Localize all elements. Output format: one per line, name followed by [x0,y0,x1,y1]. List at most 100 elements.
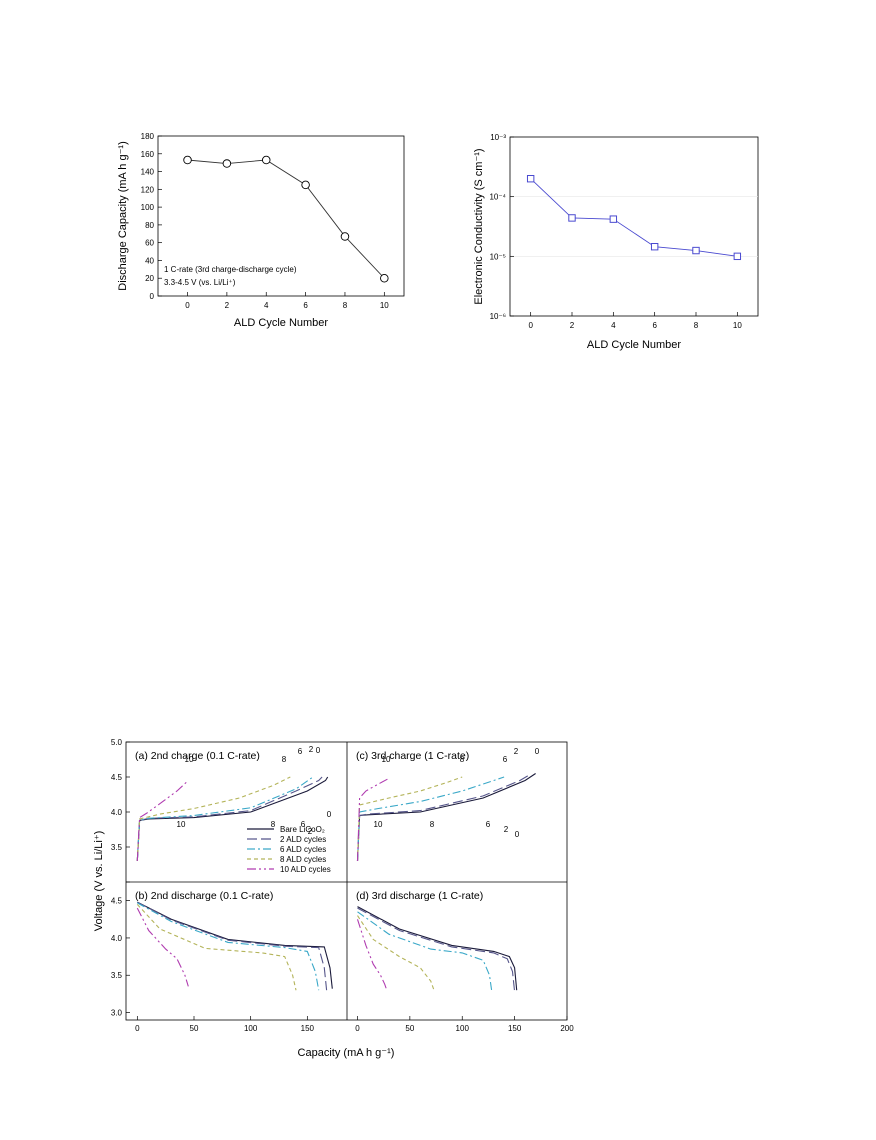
y-tick-label: 4.5 [111,773,123,782]
voltage-curve-2-cycles [137,901,328,991]
conductivity-data-point [733,252,742,261]
curve-label: 6 [298,747,303,756]
voltage-curve-8-cycles [136,904,297,991]
curve-label: 6 [301,820,306,829]
x-tick-label: 10 [733,321,742,330]
x-tick-label: 50 [190,1024,199,1033]
y-tick-label: 10⁻⁶ [490,312,506,321]
curve-label: 8 [271,820,276,829]
plot-frame-conductivity [509,136,759,317]
x-tick-label: 4 [264,301,269,310]
x-tick-label: 10 [380,301,389,310]
y-tick-label: 4.5 [111,897,123,906]
curve-label: 10 [382,755,391,764]
curve-label: 2 [308,827,313,836]
y-tick-label: 140 [141,168,155,177]
voltage-curve-10-cycles [356,777,390,862]
curve-label: 6 [503,755,508,764]
curve-label: 0 [535,747,540,756]
capacity-series-line [187,159,385,279]
y-tick-label: 0 [150,292,155,301]
curve-label: 10 [185,755,194,764]
y-tick-label: 10⁻³ [490,133,506,142]
curve-label: 2 [504,825,509,834]
legend-label: 6 ALD cycles [280,845,326,854]
x-axis-title: Capacity (mA h g⁻¹) [298,1047,395,1059]
legend-label: 10 ALD cycles [280,865,331,874]
conductivity-data-point [692,246,700,255]
x-tick-label: 200 [560,1024,574,1033]
y-tick-label: 80 [145,221,154,230]
y-tick-label: 5.0 [111,738,123,747]
x-tick-label: 0 [185,301,190,310]
conductivity-series-line [530,178,738,257]
curve-label: 10 [177,820,186,829]
conductivity-data-point [609,215,618,223]
conductivity-data-point [526,175,535,183]
curve-label: 0 [327,810,332,819]
y-tick-label: 120 [141,185,155,194]
x-tick-label: 6 [652,321,657,330]
voltage-curve-10-cycles [136,907,189,987]
x-axis-title: ALD Cycle Number [234,317,328,329]
panel-title: (b) 2nd discharge (0.1 C-rate) [135,890,273,902]
curve-label: 2 [309,745,314,754]
conductivity-data-point [568,214,576,222]
y-tick-label: 4.0 [111,934,123,943]
y-axis-title: Voltage (V vs. Li/Li⁺) [93,831,105,932]
curve-label: 8 [430,820,435,829]
voltage-curve-0-cycles [357,906,518,991]
curve-label: 10 [374,820,383,829]
voltage-curve-10-cycles [136,780,189,862]
x-tick-label: 100 [456,1024,470,1033]
legend-label: Bare LiCoO₂ [280,825,325,834]
voltage-curve-0-cycles [356,773,536,862]
y-tick-label: 3.0 [111,1009,123,1018]
capacity-data-point [261,155,271,165]
voltage-curve-10-cycles [356,919,388,991]
annotation-text: 3.3-4.5 V (vs. Li/Li⁺) [164,278,236,287]
x-axis-title: ALD Cycle Number [587,339,681,351]
bottom-figure: (a) 2nd charge (0.1 C-rate) 3.5 4.0 4.5 5.0 0… [93,738,574,1059]
x-tick-label: 150 [301,1024,315,1033]
capacity-data-point [301,180,310,190]
curve-label: 0 [515,830,520,839]
y-tick-label: 10⁻⁵ [490,252,506,261]
x-tick-label: 6 [303,301,308,310]
x-tick-label: 100 [244,1024,258,1033]
y-tick-label: 3.5 [111,843,123,852]
x-tick-label: 150 [508,1024,522,1033]
curve-label: 6 [486,820,491,829]
voltage-curve-6-cycles [137,902,320,991]
voltage-curve-2-cycles [356,775,529,862]
voltage-curve-2-cycles [136,776,323,862]
voltage-curve-6-cycles [357,911,493,991]
y-tick-label: 40 [145,256,154,265]
y-axis-title: Discharge Capacity (mA h g⁻¹) [117,141,129,290]
y-tick-label: 60 [145,239,154,248]
voltage-curve-8-cycles [136,776,291,862]
voltage-curve-2-cycles [357,907,516,992]
x-tick-label: 0 [528,321,533,330]
conductivity-data-point [650,243,659,251]
x-tick-label: 50 [405,1024,414,1033]
capacity-data-point [380,273,389,283]
y-tick-label: 160 [141,150,155,159]
curve-label: 2 [514,747,519,756]
panel-title: (d) 3rd discharge (1 C-rate) [356,890,483,902]
annotation-text: 1 C-rate (3rd charge-discharge cycle) [164,265,297,274]
curve-label: 0 [316,746,321,755]
x-tick-label: 0 [355,1024,360,1033]
x-tick-label: 8 [343,301,348,310]
x-tick-label: 2 [225,301,230,310]
voltage-curve-8-cycles [356,776,463,862]
y-tick-label: 3.5 [111,971,123,980]
y-tick-label: 4.0 [111,808,123,817]
capacity-data-point [222,159,232,168]
y-tick-label: 100 [141,203,155,212]
x-tick-label: 0 [135,1024,140,1033]
panel-title: (c) 3rd charge (1 C-rate) [356,750,469,762]
curve-label: 8 [282,755,287,764]
x-tick-label: 2 [570,321,575,330]
